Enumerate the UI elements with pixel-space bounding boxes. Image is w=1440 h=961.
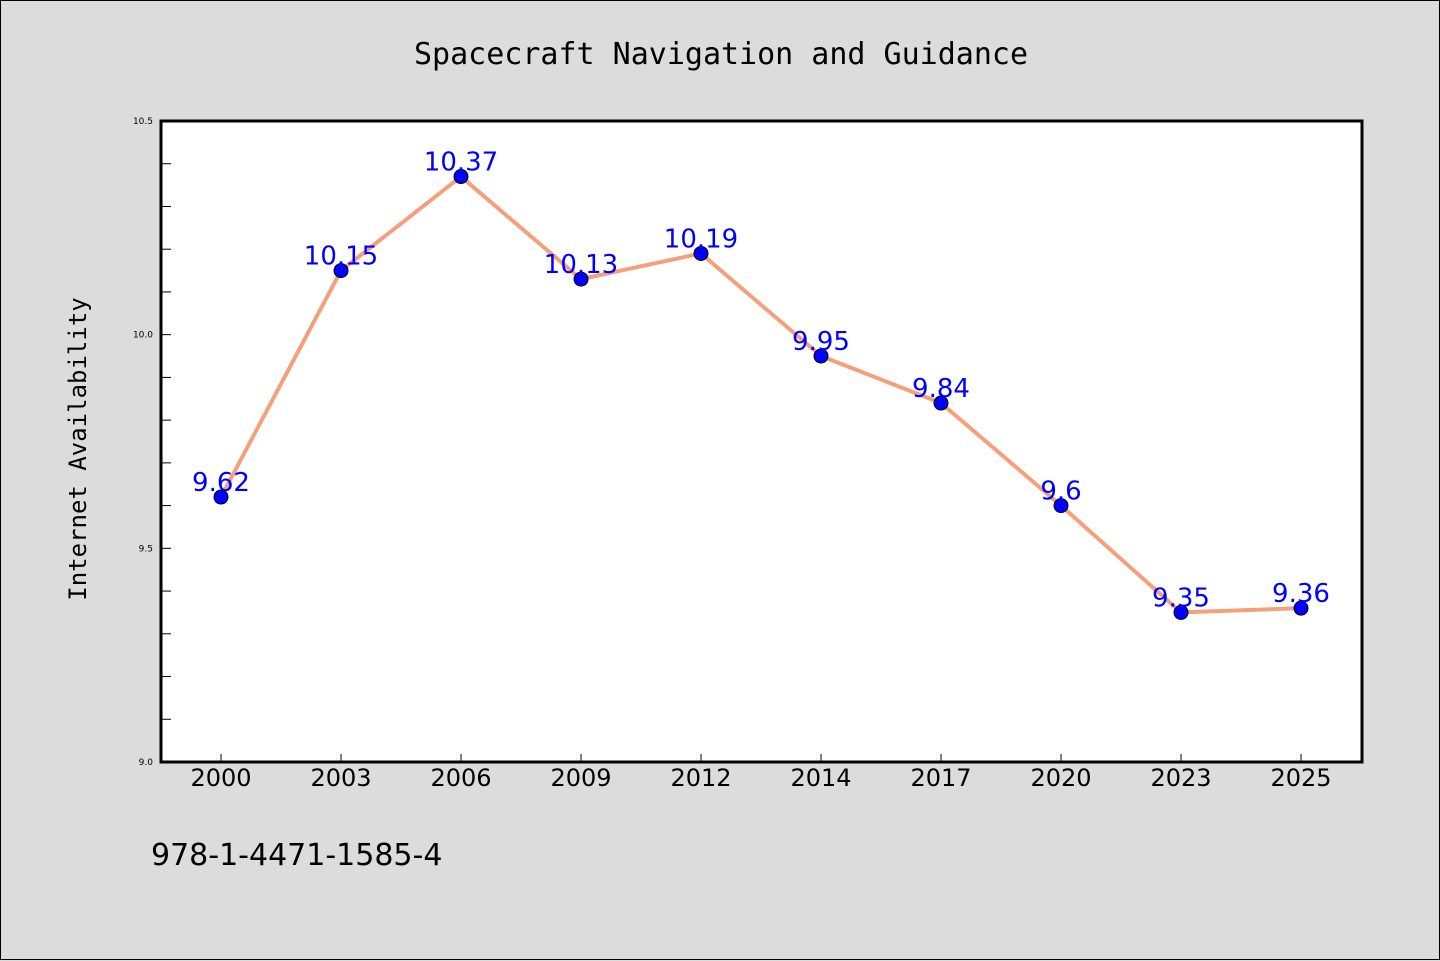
data-label: 9.62	[192, 468, 250, 498]
y-tick-label: 10.0	[133, 331, 153, 341]
x-tick-label: 2017	[910, 764, 971, 792]
data-label: 10.13	[544, 250, 618, 280]
data-label: 9.95	[792, 327, 850, 357]
x-tick-label: 2003	[310, 764, 371, 792]
data-label: 9.6	[1040, 477, 1081, 507]
y-tick-label: 9.5	[139, 544, 153, 554]
data-point-marker	[813, 348, 829, 364]
chart-title: Spacecraft Navigation and Guidance	[414, 37, 1028, 72]
y-axis-label: Internet Availability	[64, 297, 92, 600]
y-tick-label: 9.0	[139, 758, 154, 768]
data-point-marker	[1053, 498, 1069, 514]
plot-area	[159, 119, 1364, 764]
y-tick-label: 10.5	[133, 117, 153, 127]
series-line	[219, 174, 1302, 615]
x-tick-label: 2009	[550, 764, 611, 792]
data-label: 10.37	[424, 148, 498, 178]
data-label: 9.36	[1272, 579, 1330, 609]
data-point-marker	[1173, 604, 1189, 620]
data-point-marker	[693, 245, 709, 261]
data-label: 9.35	[1152, 583, 1210, 613]
x-tick-label: 2025	[1270, 764, 1331, 792]
y-axis: 9.0 9.5 10.0 10.5	[133, 117, 171, 768]
data-point-marker	[1293, 600, 1309, 616]
data-point-marker	[333, 263, 349, 279]
footnote-isbn: 978-1-4471-1585-4	[151, 838, 442, 873]
data-label: 10.15	[304, 242, 378, 272]
x-tick-label: 2020	[1030, 764, 1091, 792]
data-point-marker	[213, 489, 229, 505]
data-label: 9.84	[912, 374, 970, 404]
x-tick-label: 2023	[1150, 764, 1211, 792]
x-tick-label: 2000	[190, 764, 251, 792]
data-label: 10.19	[664, 224, 738, 254]
x-axis: 2000 2003 2006 2009 2012 2014 2017 2020 2023 2025	[190, 754, 1332, 792]
series-layer: 9.62 10.15 10.37 10.13 10.19 9.95 9.84 9.6 9.35 9…	[192, 148, 1330, 620]
x-tick-label: 2012	[670, 764, 731, 792]
data-point-marker	[933, 395, 949, 411]
data-point-marker	[453, 169, 469, 185]
x-tick-label: 2014	[790, 764, 851, 792]
data-point-marker	[573, 271, 589, 287]
x-tick-label: 2006	[430, 764, 491, 792]
